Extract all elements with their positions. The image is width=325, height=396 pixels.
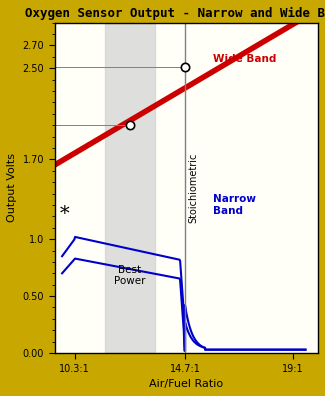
Title: Oxygen Sensor Output - Narrow and Wide Band: Oxygen Sensor Output - Narrow and Wide B… bbox=[25, 7, 325, 20]
X-axis label: Air/Fuel Ratio: Air/Fuel Ratio bbox=[149, 379, 223, 389]
Bar bbox=[105, 23, 155, 353]
Text: Stoichiometric: Stoichiometric bbox=[189, 152, 199, 223]
Y-axis label: Output Volts: Output Volts bbox=[7, 153, 17, 222]
Text: Best
Power: Best Power bbox=[114, 265, 146, 286]
Text: *: * bbox=[60, 205, 70, 223]
Text: Wide Band: Wide Band bbox=[213, 54, 276, 64]
Text: Narrow
Band: Narrow Band bbox=[213, 194, 256, 216]
